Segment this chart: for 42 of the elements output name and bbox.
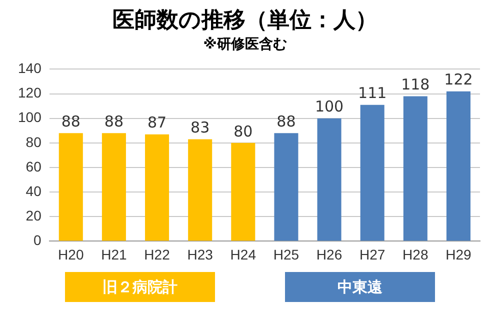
y-tick-label: 100 bbox=[18, 109, 42, 126]
x-tick-label: H20 bbox=[58, 246, 84, 262]
y-tick-label: 80 bbox=[26, 134, 42, 150]
data-label: 83 bbox=[190, 118, 210, 137]
y-tick-label: 40 bbox=[26, 182, 42, 199]
data-label: 88 bbox=[104, 112, 124, 130]
data-label: 100 bbox=[314, 98, 344, 116]
data-label: 88 bbox=[61, 112, 80, 130]
x-tick-label: H25 bbox=[273, 246, 300, 262]
x-tick-label: H23 bbox=[187, 246, 214, 262]
chart-subtitle: ※研修医含む bbox=[203, 36, 287, 52]
bar bbox=[58, 133, 83, 241]
y-tick-label: 20 bbox=[26, 207, 42, 224]
bar bbox=[317, 118, 342, 241]
data-label: 111 bbox=[358, 84, 387, 102]
data-label: 118 bbox=[401, 76, 430, 94]
y-tick-label: 60 bbox=[26, 158, 42, 174]
bar bbox=[403, 96, 428, 241]
data-label: 87 bbox=[147, 114, 167, 132]
x-tick-label: H27 bbox=[359, 246, 386, 262]
x-tick-label: H29 bbox=[446, 246, 472, 262]
bar bbox=[102, 133, 126, 241]
x-tick-label: H21 bbox=[101, 246, 128, 262]
data-label: 88 bbox=[276, 112, 296, 130]
y-tick-label: 120 bbox=[18, 84, 42, 101]
bar bbox=[274, 133, 298, 241]
bar bbox=[145, 134, 170, 241]
y-tick-label: 140 bbox=[18, 60, 42, 76]
bar bbox=[360, 104, 384, 241]
data-label: 122 bbox=[444, 70, 473, 89]
data-label: 80 bbox=[234, 122, 253, 140]
bar bbox=[446, 91, 470, 241]
text: 旧２病院計 bbox=[65, 272, 215, 302]
text: 中東遠 bbox=[285, 272, 435, 302]
x-tick-label: H28 bbox=[402, 246, 428, 262]
bar bbox=[188, 139, 212, 241]
bar bbox=[231, 142, 256, 241]
x-tick-label: H22 bbox=[144, 246, 170, 262]
chart-title: 医師数の推移（単位：人） bbox=[112, 8, 378, 33]
x-tick-label: H26 bbox=[316, 246, 342, 262]
y-tick-label: 0 bbox=[34, 232, 42, 248]
x-tick-label: H24 bbox=[230, 246, 256, 262]
